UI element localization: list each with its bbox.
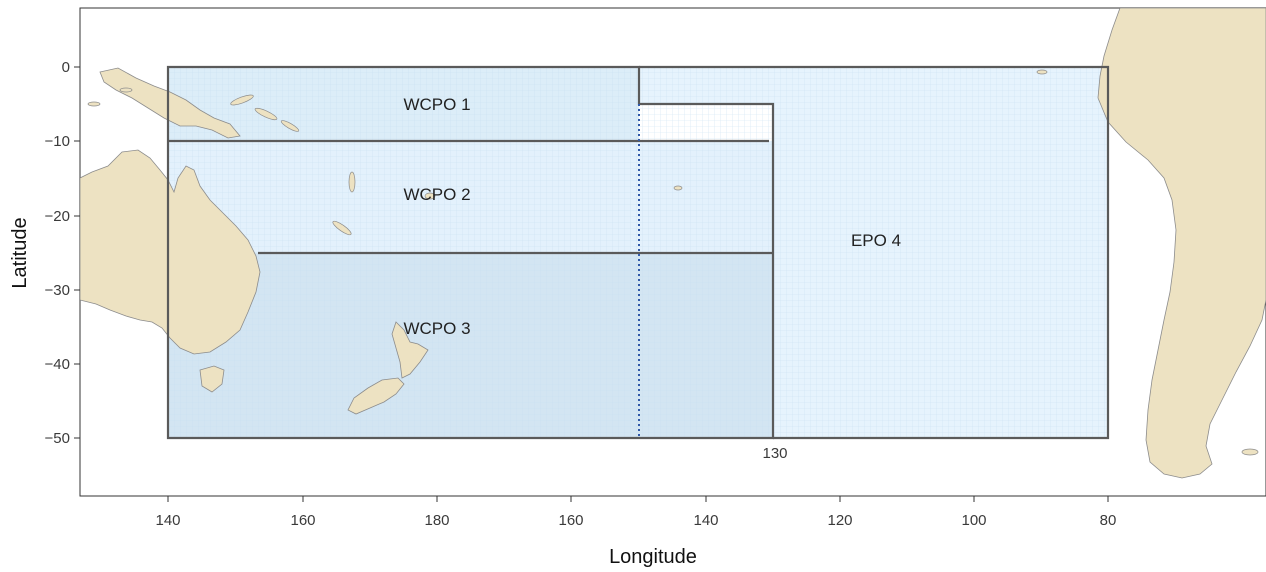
y-tick-label: −10 [45,133,70,150]
x-axis: 140 160 180 160 140 120 100 80 [155,496,1116,529]
y-tick-label: −40 [45,356,70,373]
island-new-caledonia [348,171,356,193]
landmass-south-america [1097,8,1266,479]
region-label-wcpo-2: WCPO 2 [403,185,470,204]
x-tick-label: 100 [961,512,986,529]
x-tick-label: 160 [290,512,315,529]
x-tick-label: 80 [1100,512,1117,529]
boundary-epo-4 [639,65,1110,440]
y-axis-title: Latitude [9,217,31,288]
region-label-epo-4: EPO 4 [851,231,901,250]
landmass-new-guinea [99,67,241,139]
y-tick-label: −30 [45,282,70,299]
island-bismarck [230,94,254,106]
x-tick-label: 120 [827,512,852,529]
island-falklands [1241,448,1259,456]
region-label-wcpo-3: WCPO 3 [403,319,470,338]
y-tick-label: −50 [45,430,70,447]
island-vanuatu [332,220,352,236]
x-tick-label: 180 [424,512,449,529]
y-axis: 0 −10 −20 −30 −40 −50 [45,59,80,447]
region-label-wcpo-1: WCPO 1 [403,95,470,114]
island-solomons [254,107,278,121]
x-tick-label: 160 [558,512,583,529]
landmass-tasmania [199,365,225,393]
x-tick-label: 140 [155,512,180,529]
island-solomons-2 [280,120,300,132]
island-misc-1 [119,87,133,93]
x-tick-label: 140 [693,512,718,529]
island-fiji [424,192,436,200]
x-axis-title: Longitude [609,546,697,568]
y-tick-label: −20 [45,208,70,225]
landmass-australia [80,149,261,355]
island-misc-2 [87,101,101,107]
y-tick-label: 0 [62,59,70,76]
island-misc-3 [673,185,683,191]
landmass-new-zealand-south [347,377,405,415]
landmass-new-zealand-north [391,321,429,379]
island-misc-4 [1036,69,1048,75]
boundary-annotation: 130 [762,445,787,462]
